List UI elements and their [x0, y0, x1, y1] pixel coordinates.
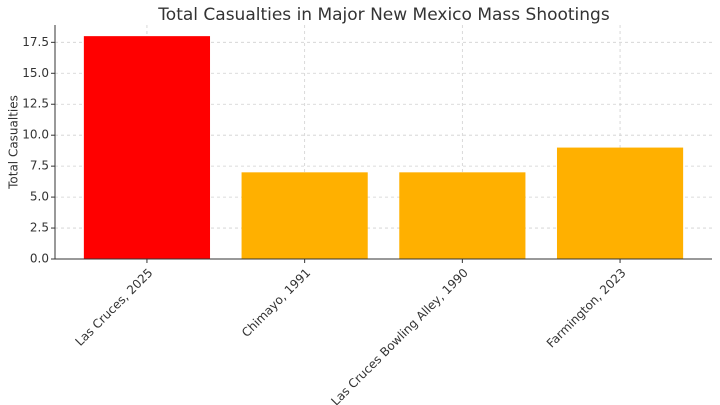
y-axis-label: Total Casualties — [7, 95, 21, 190]
y-tick-label: 17.5 — [22, 35, 49, 49]
y-tick-label: 7.5 — [30, 159, 49, 173]
chart-title: Total Casualties in Major New Mexico Mas… — [157, 5, 610, 25]
y-tick-label: 2.5 — [30, 221, 49, 235]
bar — [83, 36, 211, 260]
y-tick-label: 12.5 — [22, 97, 49, 111]
y-tick-label: 0.0 — [30, 252, 49, 266]
bar — [399, 172, 526, 259]
x-tick-label: Las Cruces, 2025 — [72, 266, 155, 349]
x-tick-label: Chimayo, 1991 — [239, 266, 313, 340]
x-tick-label: Farmington, 2023 — [544, 266, 629, 351]
x-tick-label: Las Cruces Bowling Alley, 1990 — [328, 266, 471, 405]
y-tick-label: 10.0 — [22, 128, 49, 142]
bar — [241, 172, 368, 259]
bar — [556, 147, 684, 259]
y-tick-label: 15.0 — [22, 66, 49, 80]
y-tick-label: 5.0 — [30, 190, 49, 204]
